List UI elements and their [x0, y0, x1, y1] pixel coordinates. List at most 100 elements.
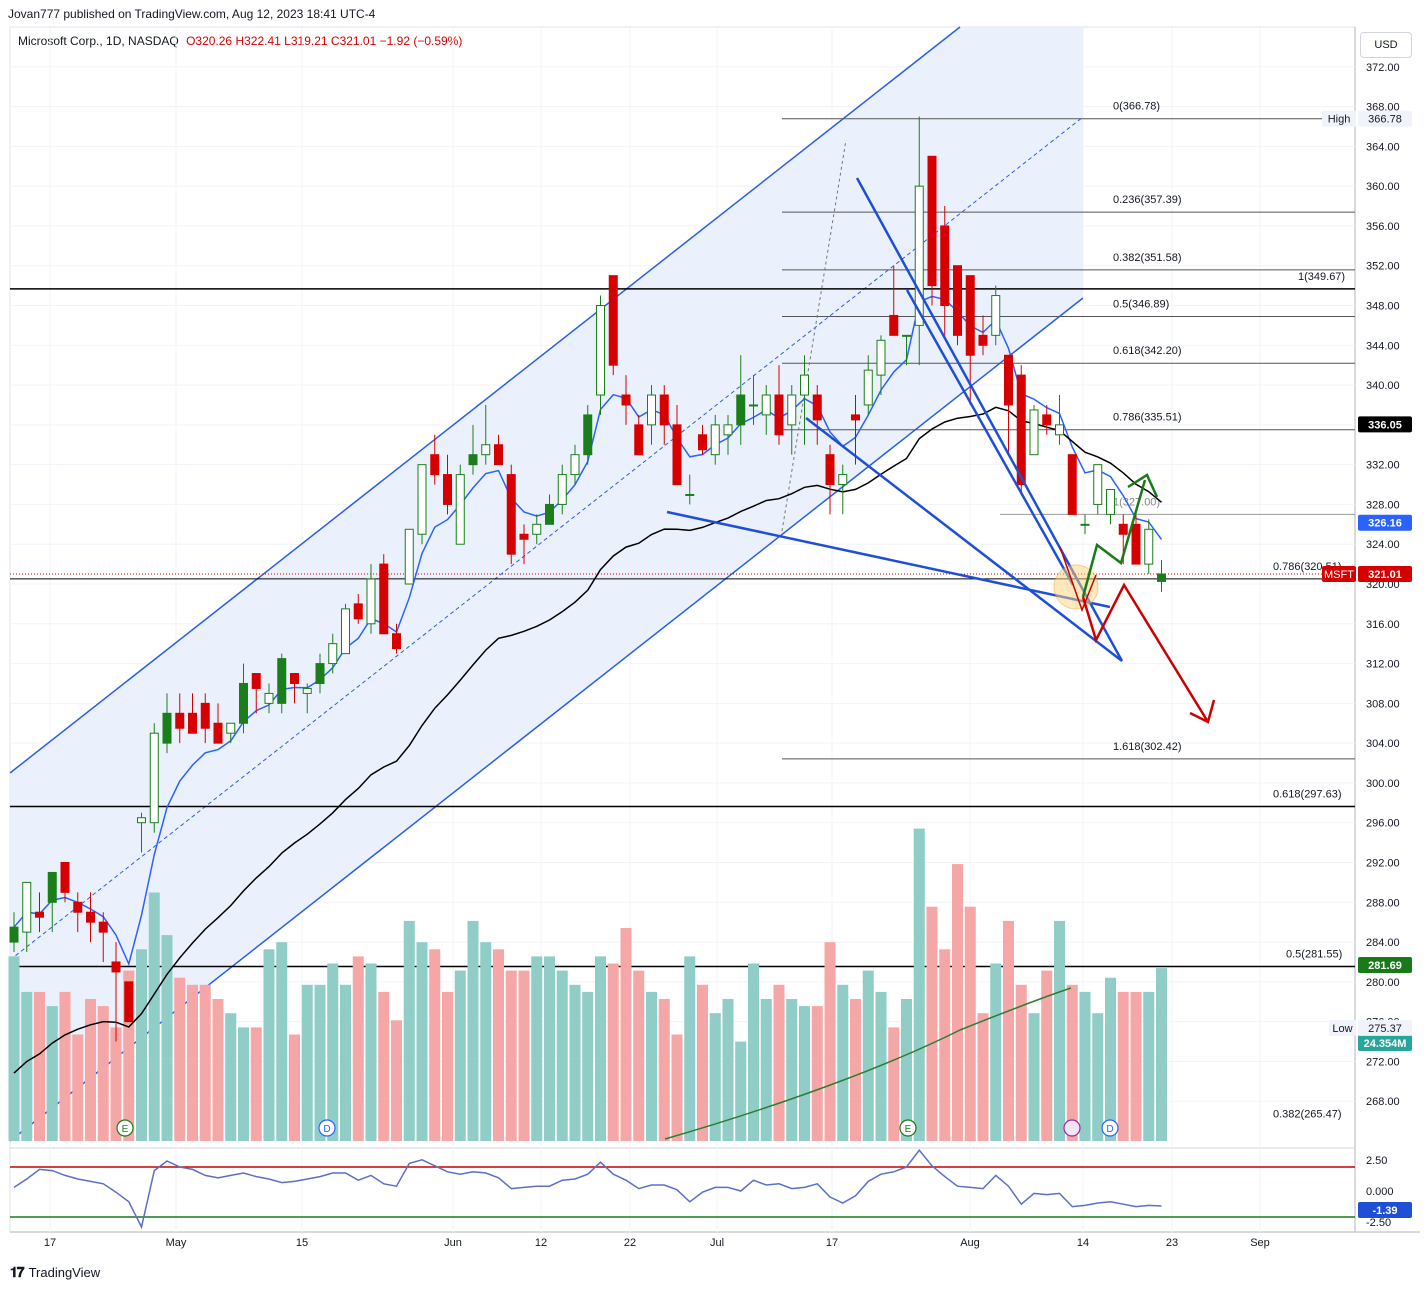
volume-bar [1015, 984, 1027, 1141]
tradingview-logo[interactable]: 𝟏𝟕 TradingView [10, 1264, 100, 1281]
y-tick-label: 368.00 [1366, 102, 1400, 114]
candle-body [532, 523, 542, 535]
volume-bar [1028, 1013, 1040, 1141]
price-label-box [1358, 1035, 1412, 1051]
candle-body [60, 862, 70, 893]
volume-bar [1117, 991, 1129, 1141]
candle-body [519, 533, 529, 540]
event-marker-label: E [122, 1124, 129, 1135]
price-tag-box [1322, 110, 1356, 127]
price-label-text: 24.354M [1364, 1038, 1407, 1050]
volume-bar [722, 999, 734, 1141]
symbol-name[interactable]: Microsoft Corp., 1D, NASDAQ [18, 34, 179, 48]
split-marker-icon [1063, 1119, 1081, 1137]
y-tick-label: 280.00 [1366, 977, 1400, 989]
volume-bar [837, 984, 849, 1141]
volume-bar [607, 963, 619, 1141]
oscillator-value-box [1358, 1202, 1412, 1218]
support-line [666, 510, 1111, 609]
tradingview-icon: 𝟏𝟕 [10, 1264, 25, 1280]
volume-bar [1156, 968, 1167, 1141]
volume-bar [365, 963, 377, 1141]
publisher-line: Jovan777 published on TradingView.com, A… [8, 7, 376, 21]
volume-bar [34, 991, 45, 1141]
x-tick-label: 14 [1077, 1237, 1089, 1249]
x-tick-label: 12 [535, 1237, 547, 1249]
currency-button[interactable]: USD [1360, 32, 1412, 58]
volume-bar [990, 963, 1002, 1141]
fib-label: 0.5(281.55) [1286, 948, 1342, 960]
candle-body [1055, 424, 1064, 436]
symbol-legend: Microsoft Corp., 1D, NASDAQ O320.26 H322… [18, 34, 462, 48]
y-tick-label: 352.00 [1366, 261, 1400, 273]
oscillator-tick: -2.50 [1366, 1217, 1391, 1229]
event-marker-circle [1101, 1119, 1119, 1137]
volume-bar [454, 970, 466, 1141]
resistance-line [905, 289, 1075, 586]
candle-body [47, 871, 57, 903]
candle-body [634, 424, 644, 456]
candle-body [749, 404, 758, 407]
y-tick-label: 364.00 [1366, 141, 1400, 153]
volume-bar [760, 999, 772, 1141]
volume-bar [72, 1034, 84, 1141]
candle-body [392, 633, 401, 650]
price-label-text: 275.37 [1368, 1023, 1402, 1035]
candle-body [902, 334, 911, 337]
volume-bar [1041, 970, 1053, 1141]
volume-bar [977, 1013, 989, 1141]
channel-upper-line [9, 26, 961, 774]
event-marker-circle [318, 1119, 336, 1137]
y-tick-label: 332.00 [1366, 460, 1400, 472]
volume-bar [595, 956, 606, 1141]
volume-bar [263, 949, 275, 1141]
event-marker-circle [116, 1119, 134, 1137]
candle-body [1106, 489, 1115, 515]
volume-bar [913, 828, 925, 1141]
price-label-box [1358, 514, 1412, 531]
event-marker: D [1101, 1119, 1119, 1137]
ohlc-values: O320.26 H322.41 L319.21 C321.01 −1.92 (−… [186, 34, 462, 48]
volume-bar [862, 970, 874, 1141]
volume-bar [964, 906, 976, 1141]
candle-body [672, 424, 682, 486]
fib-label: 0.382(265.47) [1273, 1108, 1342, 1120]
event-marker: E [116, 1119, 134, 1137]
volume-bar [544, 956, 555, 1141]
candle-body [290, 673, 299, 684]
fib-label: 0.236(357.39) [1113, 194, 1182, 206]
volume-bar [212, 999, 224, 1141]
candle-body [506, 474, 516, 555]
candle-body [1029, 409, 1039, 456]
volume-bar [136, 949, 147, 1141]
candle-body [1067, 454, 1077, 515]
candle-body [583, 414, 593, 456]
price-label-box [1358, 1019, 1412, 1036]
candle-body [213, 722, 223, 744]
x-tick-label: 17 [826, 1237, 838, 1249]
price-label-text: 366.78 [1368, 114, 1402, 126]
volume-bar [8, 956, 20, 1141]
volume-bar [289, 1034, 300, 1141]
bearish-arrow-head [1189, 699, 1216, 724]
candle-body [379, 563, 389, 635]
volume-bar [301, 984, 313, 1141]
candle-body [965, 275, 975, 356]
candle-body [188, 712, 197, 734]
fib-label: 0.618(342.20) [1113, 345, 1182, 357]
y-tick-label: 296.00 [1366, 818, 1400, 830]
candle-body [1118, 523, 1128, 535]
y-tick-label: 360.00 [1366, 181, 1400, 193]
volume-bar [1143, 991, 1155, 1141]
candle-body [608, 275, 618, 366]
volume-bar [518, 970, 530, 1141]
volume-bar [658, 999, 670, 1141]
fib-label: 0.618(297.63) [1273, 789, 1342, 801]
candle-body [455, 474, 465, 545]
y-tick-label: 288.00 [1366, 897, 1400, 909]
volume-bar [850, 999, 861, 1141]
channel-fill [10, 27, 1083, 1141]
low-value: L319.21 [284, 34, 328, 48]
channel-mid-line [9, 116, 1084, 961]
